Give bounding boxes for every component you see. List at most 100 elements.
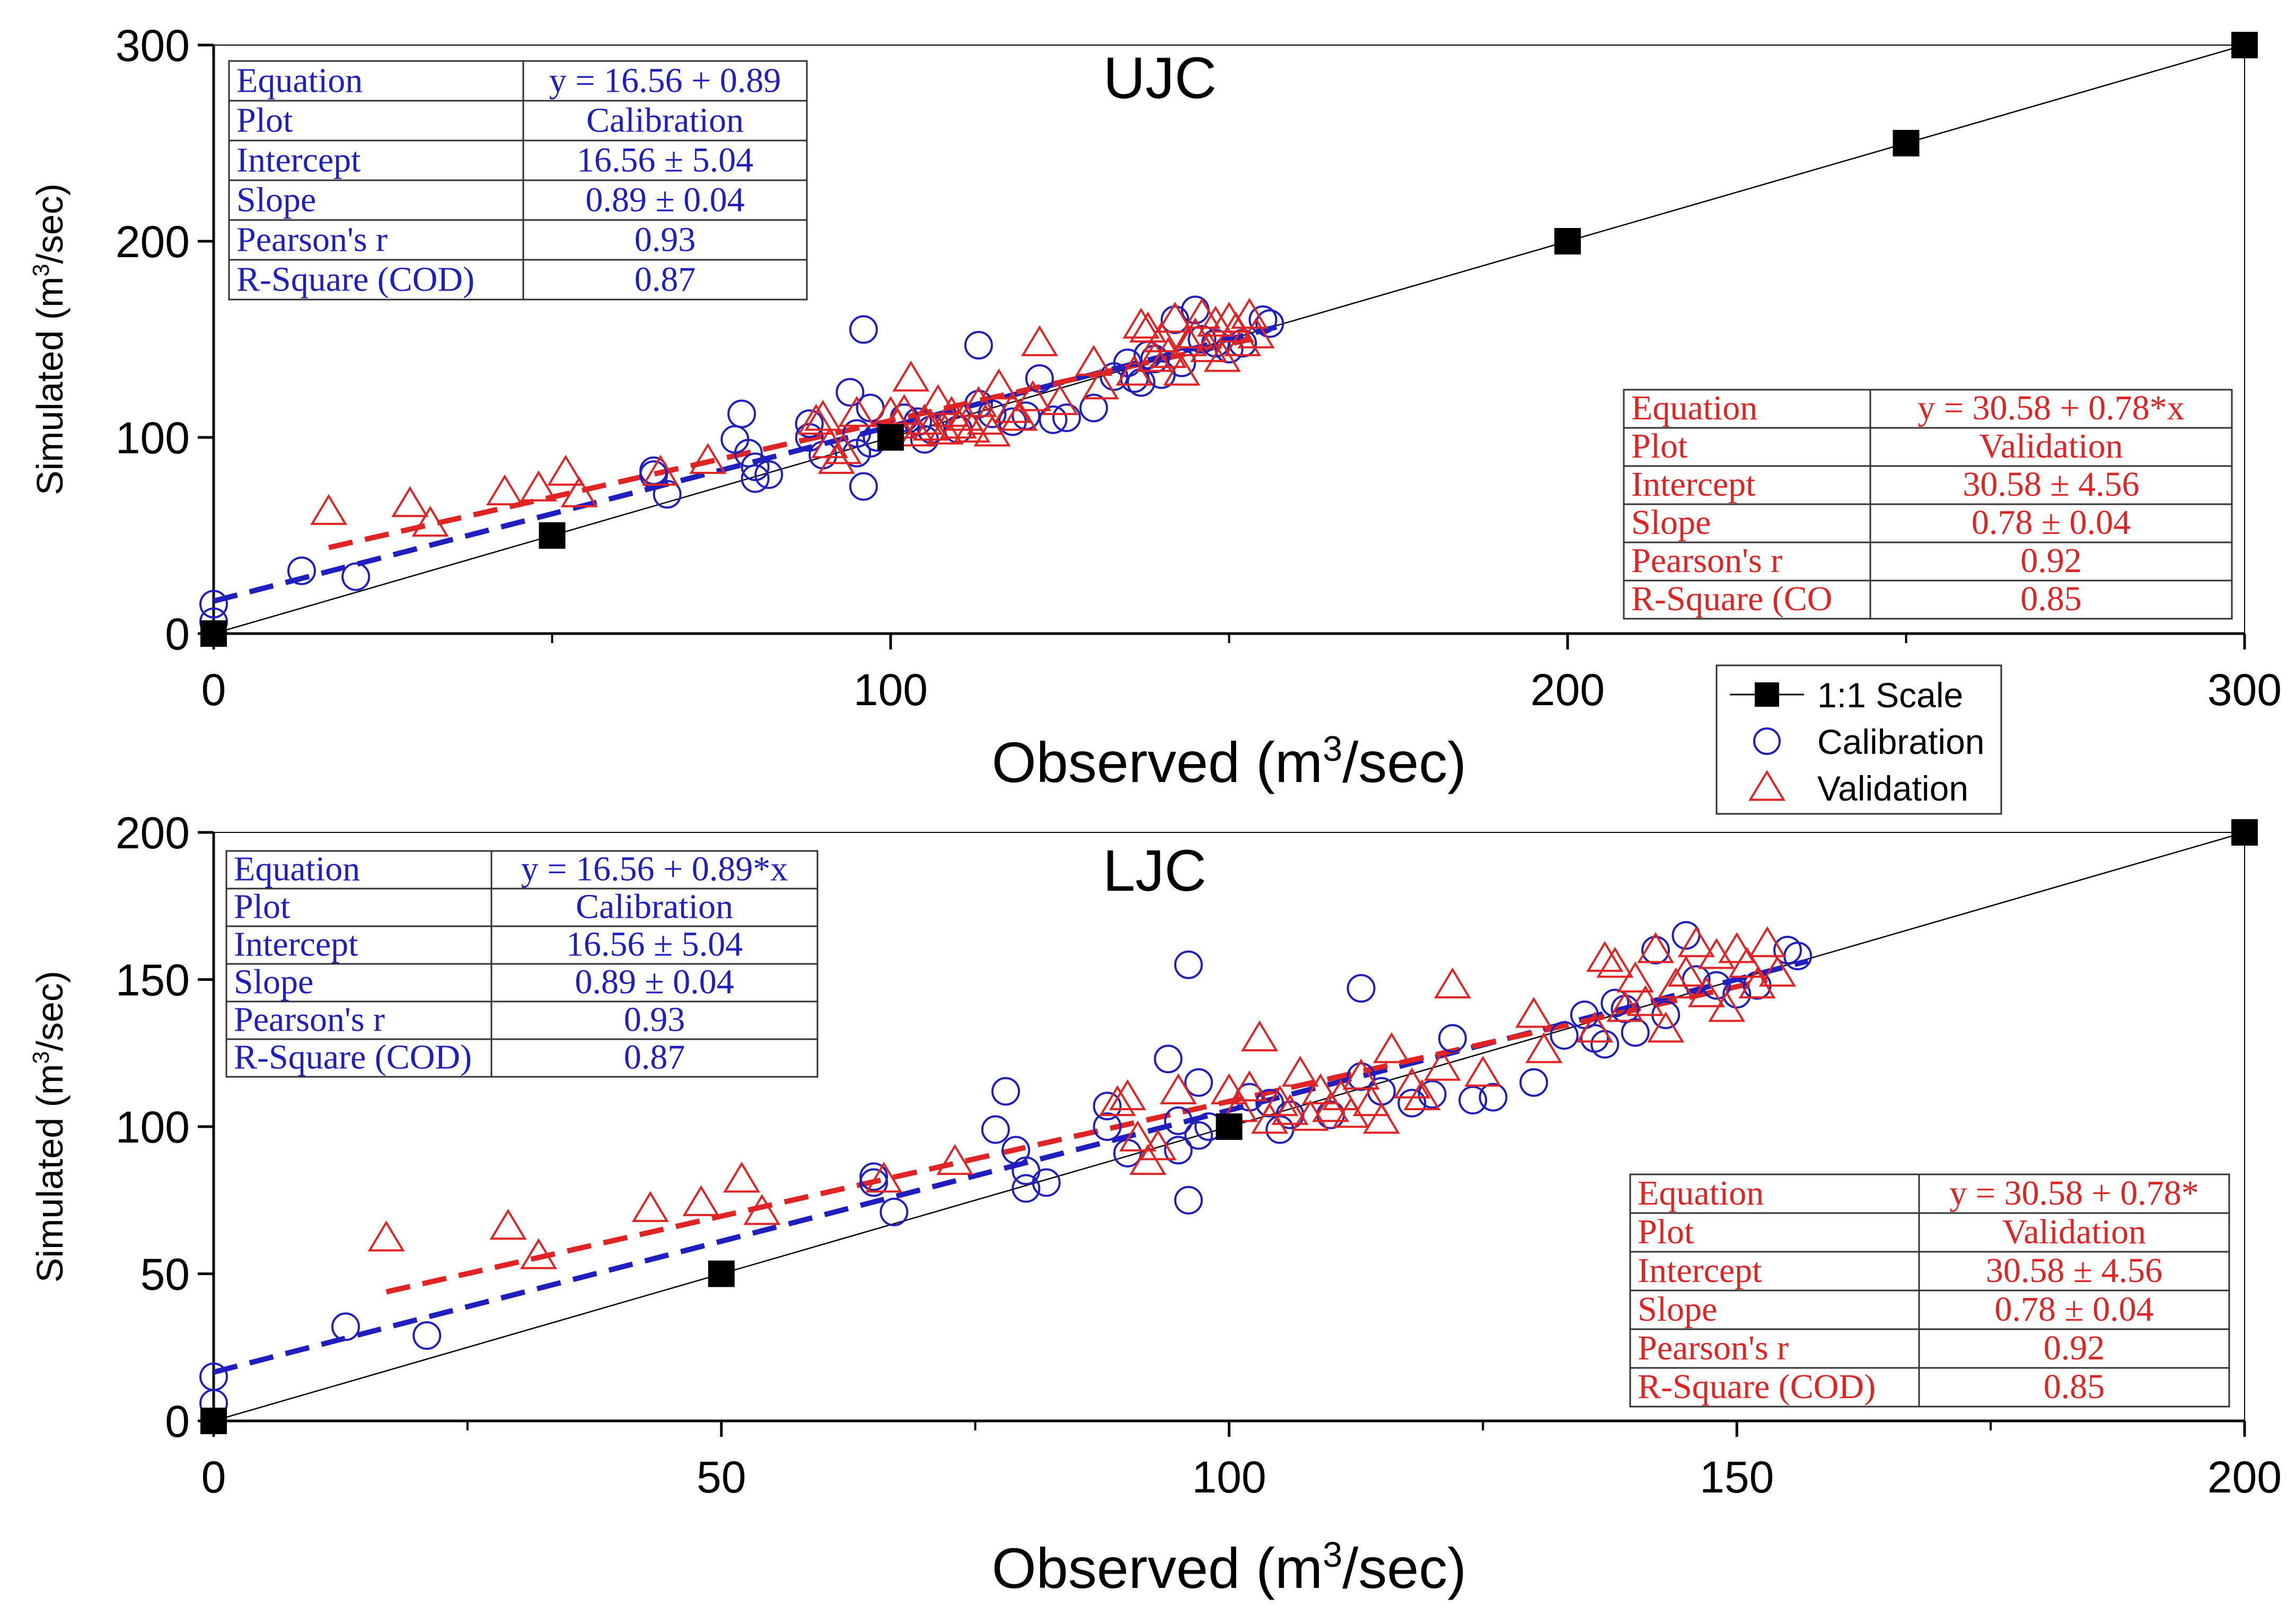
calibration-point [287,556,316,585]
calibration-point [1458,1086,1488,1115]
y-tick-label: 0 [165,609,190,659]
y-axis-title: Simulated (m3/sec) [29,183,71,495]
stat-value: Calibration [586,101,744,140]
validation-point [1119,1120,1157,1152]
scale-point [539,522,566,549]
stat-label: Plot [1638,1213,1694,1251]
stat-value: y = 16.56 + 0.89*x [521,849,788,888]
calibration-point [1039,405,1068,434]
validation-point [1109,1079,1146,1110]
validation-point [631,1191,669,1222]
validation-point [1021,325,1058,356]
validation-point [1237,317,1275,349]
panel-title: UJC [1103,46,1217,111]
legend: 1:1 Scale Calibration Validation [1716,664,2002,815]
legend-square-marker [1755,682,1779,707]
calibration-stats-table: Equation y = 16.56 + 0.89*x Plot Calibratio… [225,849,819,1078]
calibration-point [741,452,770,481]
x-axis-title: Observed (m3/sec) [992,729,1466,794]
legend-item: Calibration [1753,722,1985,761]
validation-point [1156,302,1194,333]
validation-point [1203,341,1241,372]
scale-point [2231,819,2258,846]
validation-point [1677,926,1715,958]
validation-point [919,384,957,415]
validation-point [1312,1091,1350,1122]
calibration-point [1174,950,1203,979]
validation-point [804,400,842,431]
stat-label: Intercept [1638,1251,1762,1290]
validation-point [1190,331,1228,362]
validation-point [1000,400,1038,431]
validation-point [1626,985,1664,1016]
calibration-point [1550,1021,1579,1050]
validation-point [1637,932,1675,963]
validation-point [1342,1058,1380,1090]
validation-point [865,1162,903,1193]
validation-fit-line [385,977,1768,1295]
validation-point [1708,991,1746,1022]
calibration-point [1611,995,1640,1023]
validation-point [1139,1129,1177,1161]
stat-label: Equation [234,849,360,888]
calibration-point [639,460,668,489]
stat-value: Calibration [576,887,733,926]
calibration-point [1160,305,1190,334]
validation-point [1014,380,1052,411]
stat-value: 30.58 ± 4.56 [1963,465,2139,504]
y-axis-title: Simulated (m3/sec) [29,971,71,1283]
validation-point [905,403,943,435]
validation-point [1576,1011,1614,1043]
validation-point [1230,297,1268,329]
calibration-point [1418,1079,1447,1109]
stat-value: 0.92 [2020,541,2082,580]
stat-label: R-Square (COD) [1638,1367,1876,1406]
stat-value: 0.93 [624,1000,685,1039]
validation-point [682,1185,720,1216]
validation-point [973,415,1011,447]
validation-point [489,1208,527,1240]
legend-triangle-marker [1748,770,1786,801]
validation-point [1718,932,1756,963]
validation-point [1657,967,1695,999]
validation-point [1515,997,1553,1028]
validation-point [1210,1073,1248,1104]
legend-item: Validation [1748,769,1968,808]
validation-point [1176,317,1214,349]
stat-label: Slope [1638,1290,1717,1329]
validation-point [1230,1070,1268,1102]
stat-label: Equation [1638,1174,1764,1213]
validation-point [560,476,598,507]
validation-stats-table: Equation y = 30.58 + 0.78*x Plot Validation… [1623,389,2233,620]
calibration-point [1167,348,1197,377]
validation-point [1251,1103,1289,1134]
validation-point [1728,946,1766,978]
validation-point [953,411,991,443]
x-tick-label: 100 [1192,1452,1266,1502]
validation-point [838,396,876,427]
validation-point [689,443,727,474]
calibration-point [1248,305,1278,334]
calibration-point [1519,1068,1549,1097]
calibration-point [849,472,878,501]
validation-point [1433,967,1471,999]
calibration-point [754,460,784,489]
scale-point [708,1260,735,1287]
stat-value: 0.93 [635,221,696,259]
validation-point [1332,1096,1370,1128]
validation-point [1163,355,1201,386]
stat-value: 0.85 [2020,579,2082,618]
scale-point [877,424,904,451]
stat-value: Validation [2002,1213,2146,1251]
calibration-point [1184,1068,1213,1097]
stat-label: Intercept [1631,465,1756,504]
calibration-point [849,315,878,344]
validation-point [1291,1100,1329,1131]
calibration-point [199,590,228,619]
stat-label: Intercept [236,141,361,180]
x-tick-label: 0 [201,1452,226,1502]
scale-point [1893,130,1920,156]
scale-point [1554,228,1581,254]
calibration-point [1641,936,1670,964]
validation-point [980,368,1018,400]
